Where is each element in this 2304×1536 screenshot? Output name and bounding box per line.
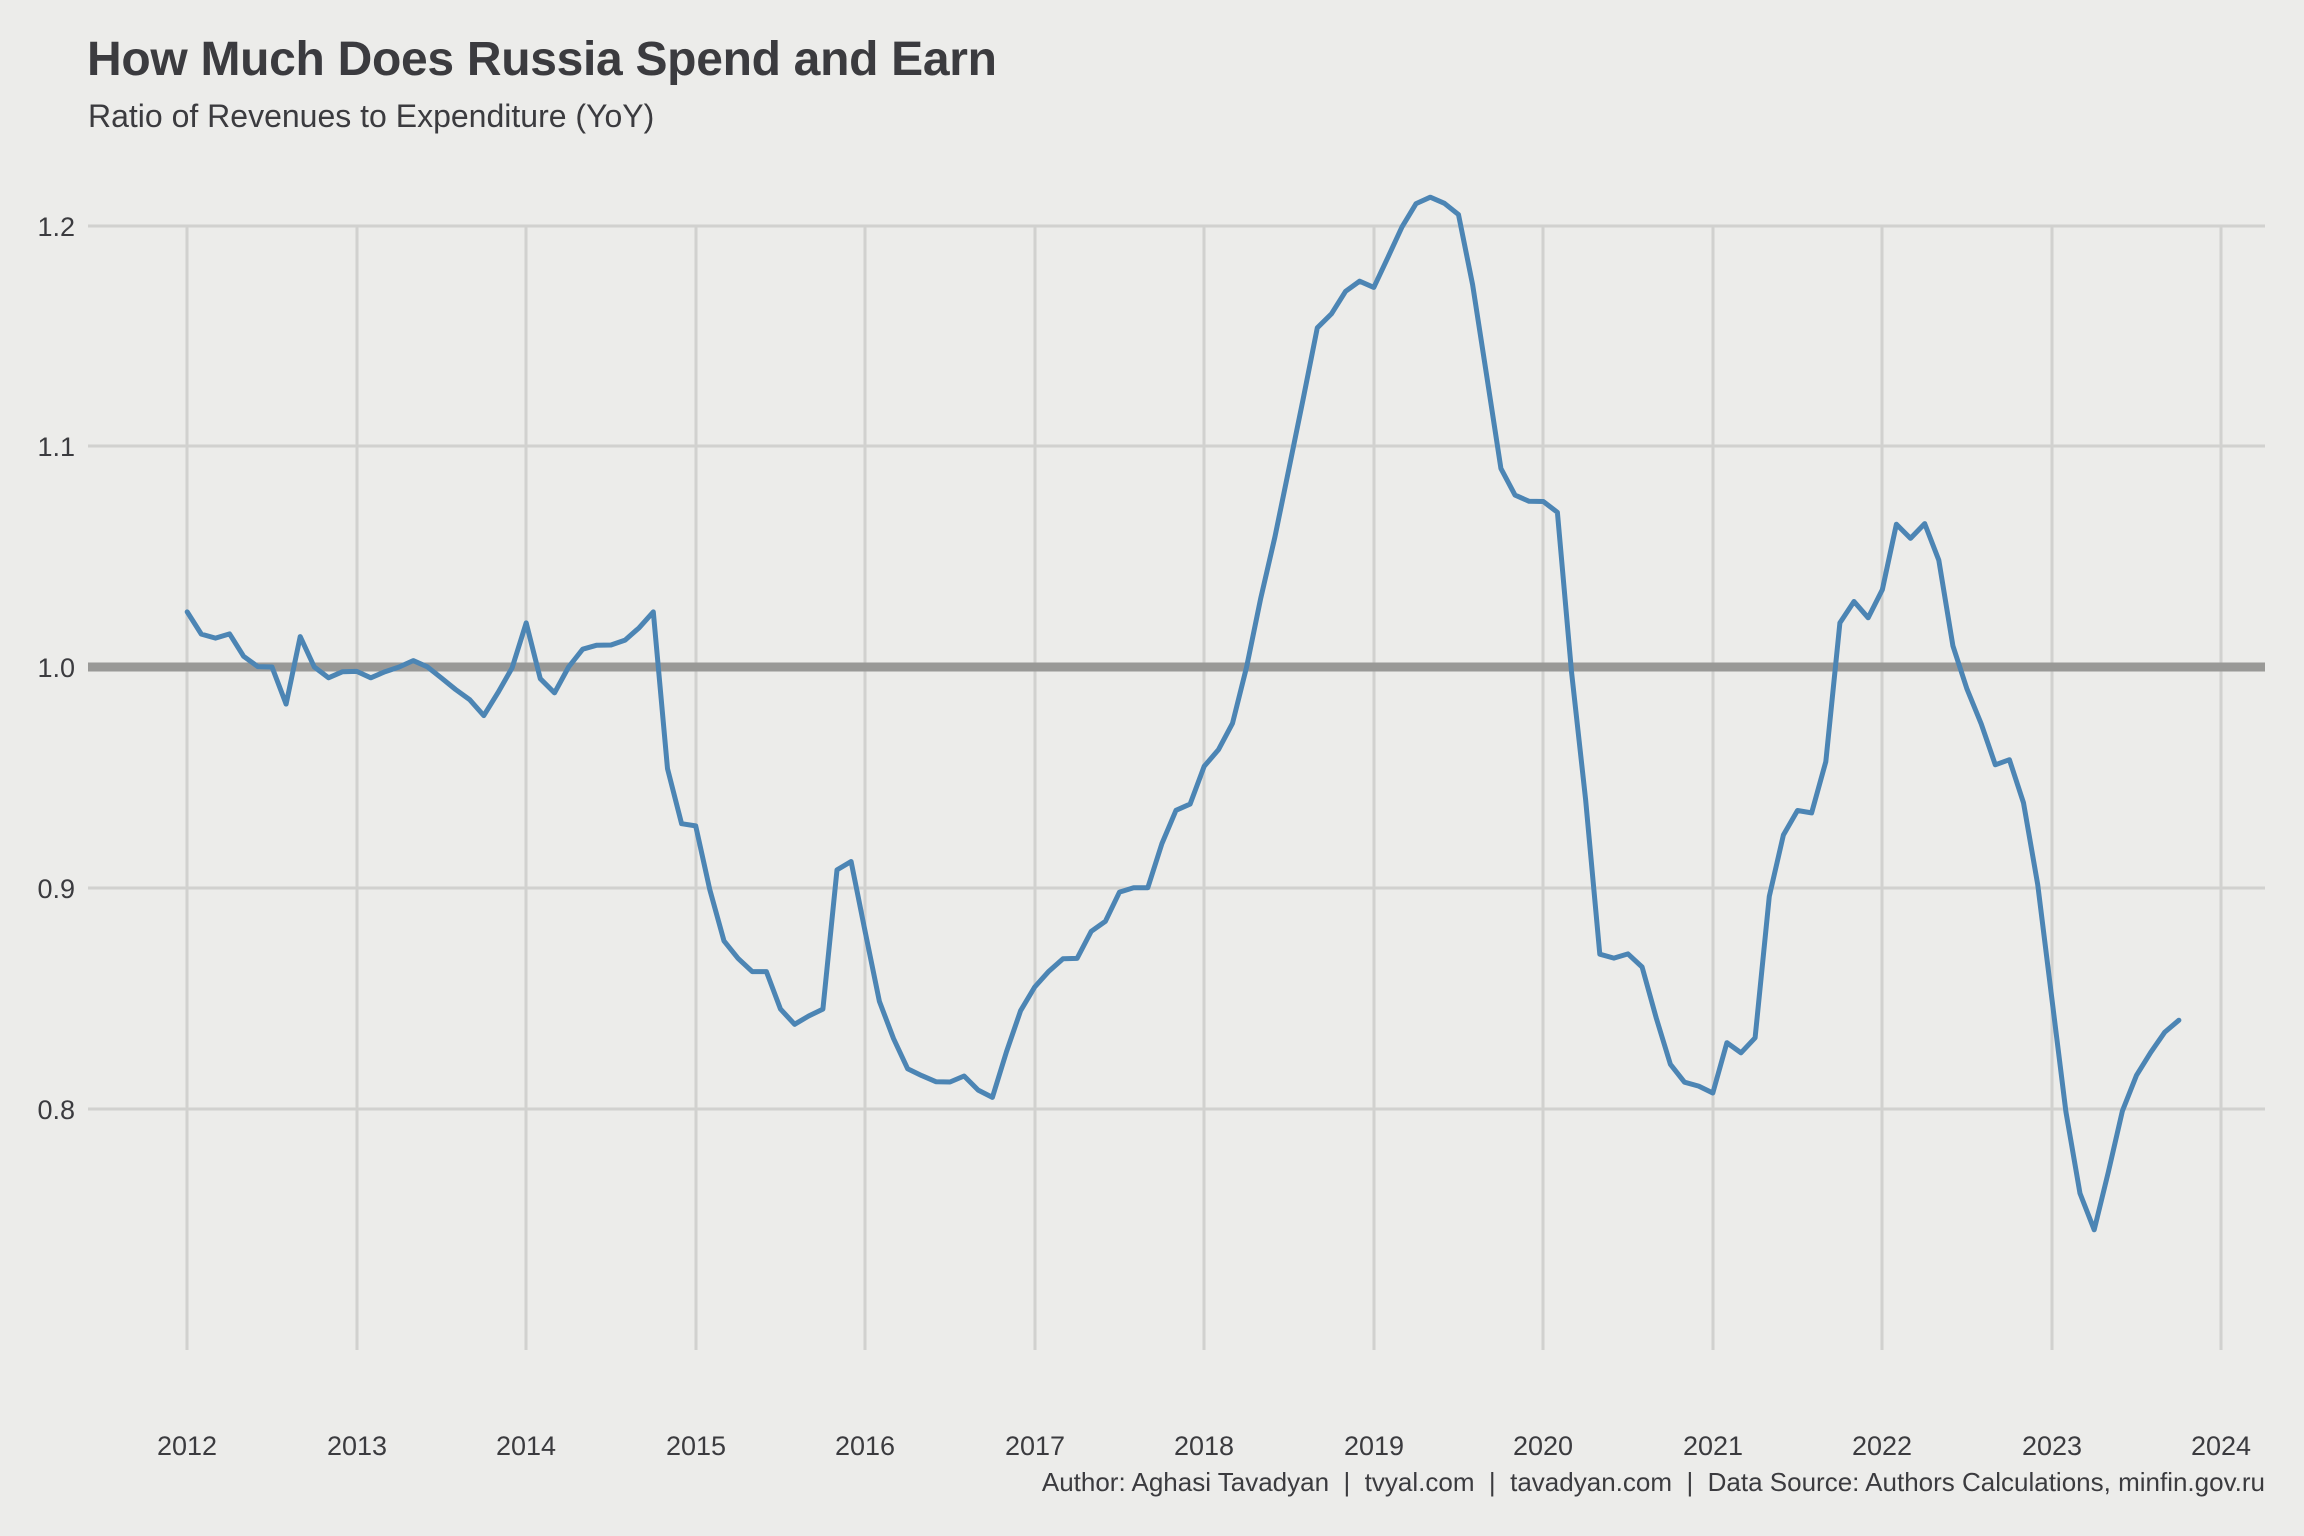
- svg-text:2014: 2014: [496, 1431, 556, 1461]
- svg-text:1.0: 1.0: [37, 653, 75, 683]
- svg-text:1.2: 1.2: [37, 212, 75, 242]
- svg-text:1.1: 1.1: [37, 432, 75, 462]
- svg-text:2015: 2015: [666, 1431, 726, 1461]
- svg-text:2016: 2016: [835, 1431, 895, 1461]
- svg-text:2017: 2017: [1005, 1431, 1065, 1461]
- svg-text:2020: 2020: [1513, 1431, 1573, 1461]
- svg-text:2023: 2023: [2022, 1431, 2082, 1461]
- svg-text:2022: 2022: [1852, 1431, 1912, 1461]
- svg-text:0.8: 0.8: [37, 1095, 75, 1125]
- svg-text:2021: 2021: [1683, 1431, 1743, 1461]
- svg-text:2018: 2018: [1174, 1431, 1234, 1461]
- svg-text:2024: 2024: [2191, 1431, 2251, 1461]
- svg-text:0.9: 0.9: [37, 874, 75, 904]
- svg-text:2012: 2012: [157, 1431, 217, 1461]
- svg-text:2019: 2019: [1344, 1431, 1404, 1461]
- svg-text:2013: 2013: [327, 1431, 387, 1461]
